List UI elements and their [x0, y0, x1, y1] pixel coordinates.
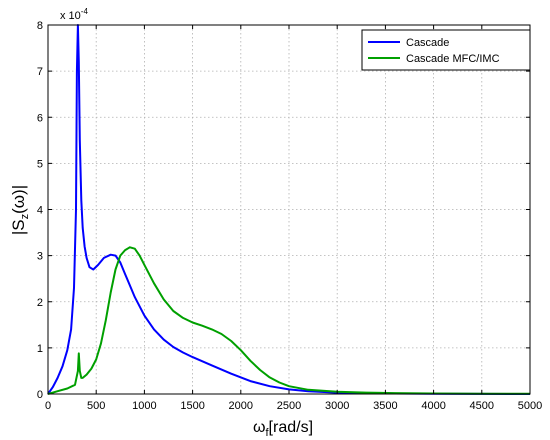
x-tick-label: 4500 [470, 400, 494, 412]
y-tick-label: 5 [37, 158, 43, 170]
x-axis-label: ωf[rad/s] [253, 419, 313, 439]
y-axis-label: |Sz(ω)| [9, 185, 31, 235]
series-line-cascade [47, 24, 531, 395]
y-tick-label: 2 [37, 297, 43, 309]
y-tick-label: 3 [37, 251, 43, 263]
y-tick-label: 6 [37, 112, 43, 124]
ticks: 0 500 1000 1500 2000 2500 3000 3500 4000 4500 5000… [37, 20, 542, 412]
x-label-sub: f [265, 427, 269, 439]
x-label-main: ω [253, 419, 266, 436]
y-tick-label: 8 [37, 20, 43, 32]
y-multiplier-base: x 10 [60, 10, 81, 22]
x-tick-label: 3000 [325, 400, 349, 412]
x-tick-label: 2500 [277, 400, 301, 412]
series-layer [47, 24, 531, 395]
legend-label-cascade-mfc-imc: Cascade MFC/IMC [406, 53, 500, 65]
x-label-rest: [rad/s] [269, 419, 313, 436]
y-tick-label: 4 [37, 205, 43, 217]
x-tick-label: 2000 [229, 400, 253, 412]
x-tick-label: 500 [87, 400, 105, 412]
series-line-cascade-mfc-imc [47, 246, 531, 395]
x-tick-label: 3500 [373, 400, 397, 412]
y-label-post: (ω)| [9, 185, 28, 214]
y-label-pre: |S [9, 219, 28, 235]
y-tick-label: 7 [37, 66, 43, 78]
legend: Cascade Cascade MFC/IMC [361, 29, 531, 71]
legend-box [361, 29, 531, 71]
y-tick-label: 0 [37, 389, 43, 401]
y-multiplier-exponent: -4 [81, 7, 89, 16]
x-tick-label: 1000 [132, 400, 156, 412]
y-multiplier: x 10-4 [60, 7, 88, 22]
legend-label-cascade: Cascade [406, 37, 449, 49]
y-label-sub: z [19, 214, 31, 220]
x-tick-label: 5000 [518, 400, 542, 412]
x-tick-label: 4000 [421, 400, 445, 412]
x-tick-label: 0 [45, 400, 51, 412]
x-tick-label: 1500 [180, 400, 204, 412]
grid [48, 25, 530, 394]
y-tick-label: 1 [37, 343, 43, 355]
